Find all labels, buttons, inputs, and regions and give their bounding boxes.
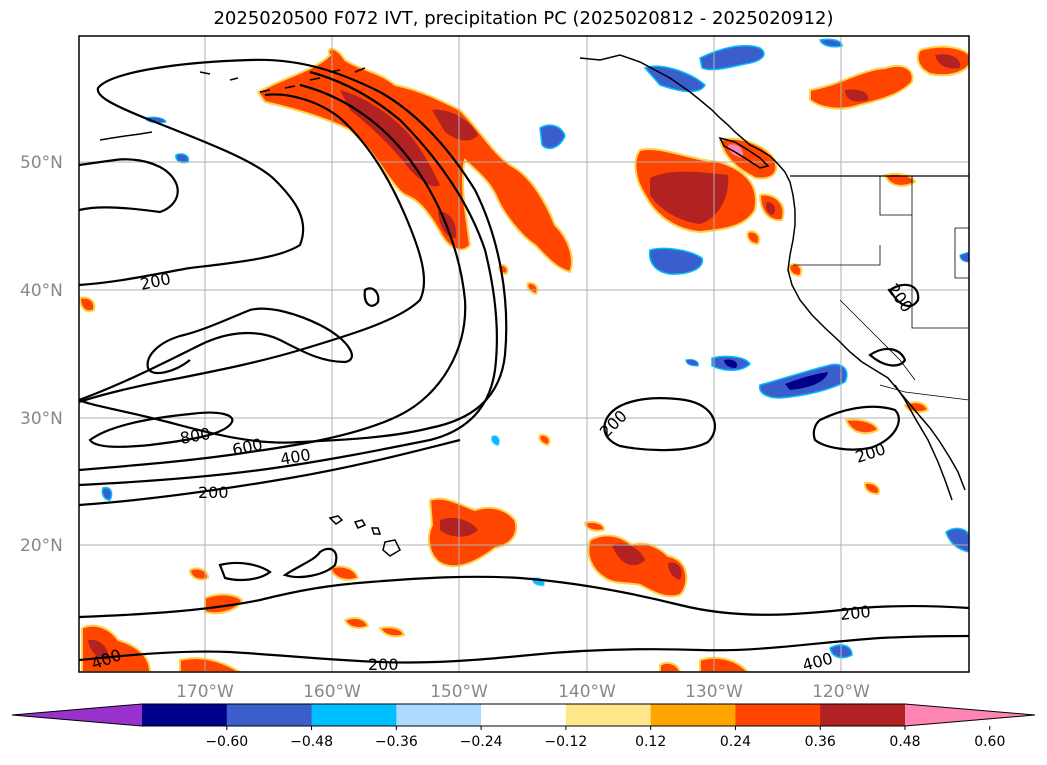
lon-label: 150°W <box>430 682 488 702</box>
colorbar: −0.60 −0.48 −0.36 −0.24 −0.12 0.12 0.24 0.36 0.4… <box>11 703 1036 750</box>
colorbar-tick-label: 0.24 <box>720 734 751 750</box>
colorbar-tick-label: −0.60 <box>205 734 248 750</box>
ivt-contour-200-ne <box>79 58 508 444</box>
lon-label: 120°W <box>812 682 870 702</box>
longitude-labels: 170°W 160°W 150°W 140°W 130°W 120°W <box>176 682 870 702</box>
contour-label: 200 <box>198 483 229 502</box>
contour-label: 400 <box>800 649 834 675</box>
lat-label: 40°N <box>20 281 63 301</box>
ivt-contours <box>79 58 969 664</box>
precip-positive-fills <box>79 45 969 672</box>
ar-precip-core-2 <box>432 109 478 141</box>
lat-label: 20°N <box>20 536 63 556</box>
sw-corner-precip <box>81 624 152 672</box>
colorbar-tick-label: 0.60 <box>974 734 1005 750</box>
colorbar-outline <box>11 703 1036 727</box>
colorbar-swatch <box>735 704 821 726</box>
colorbar-tick-label: 0.12 <box>635 734 666 750</box>
colorbar-tick-label: 0.36 <box>805 734 836 750</box>
latitude-labels: 50°N 40°N 30°N 20°N <box>20 153 63 556</box>
lon-label: 130°W <box>685 682 743 702</box>
colorbar-tick-label: 0.48 <box>889 734 920 750</box>
graticule <box>79 36 969 672</box>
colorbar-swatch <box>311 704 397 726</box>
colorbar-tick-label: −0.36 <box>375 734 418 750</box>
lat-label: 50°N <box>20 153 63 173</box>
contour-label: 200 <box>368 655 399 674</box>
colorbar-extend-max <box>905 704 1035 726</box>
colorbar-swatch <box>565 704 652 726</box>
lon-label: 170°W <box>176 682 234 702</box>
plot-area <box>79 36 969 672</box>
lon-label: 160°W <box>303 682 361 702</box>
lat-label: 30°N <box>20 409 63 429</box>
neg-precip-offshore <box>648 247 704 275</box>
offshore-precip-core <box>650 171 729 224</box>
colorbar-swatch <box>481 704 567 726</box>
lon-label: 140°W <box>558 682 616 702</box>
colorbar-swatch <box>650 704 736 726</box>
colorbar-swatch <box>396 704 482 726</box>
plot-frame <box>78 35 970 673</box>
contour-label: 200 <box>839 602 871 624</box>
coastlines <box>99 54 969 557</box>
colorbar-extend-min <box>12 704 142 726</box>
colorbar-swatch <box>820 704 906 726</box>
colorbar-tick-label: −0.12 <box>544 734 587 750</box>
map-title: 2025020500 F072 IVT, precipitation PC (2… <box>213 8 834 29</box>
colorbar-tick-label: −0.24 <box>460 734 503 750</box>
interior-precip-1 <box>809 64 914 110</box>
colorbar-tick-label: −0.48 <box>290 734 333 750</box>
colorbar-swatch <box>142 704 228 726</box>
colorbar-swatch <box>226 704 313 726</box>
